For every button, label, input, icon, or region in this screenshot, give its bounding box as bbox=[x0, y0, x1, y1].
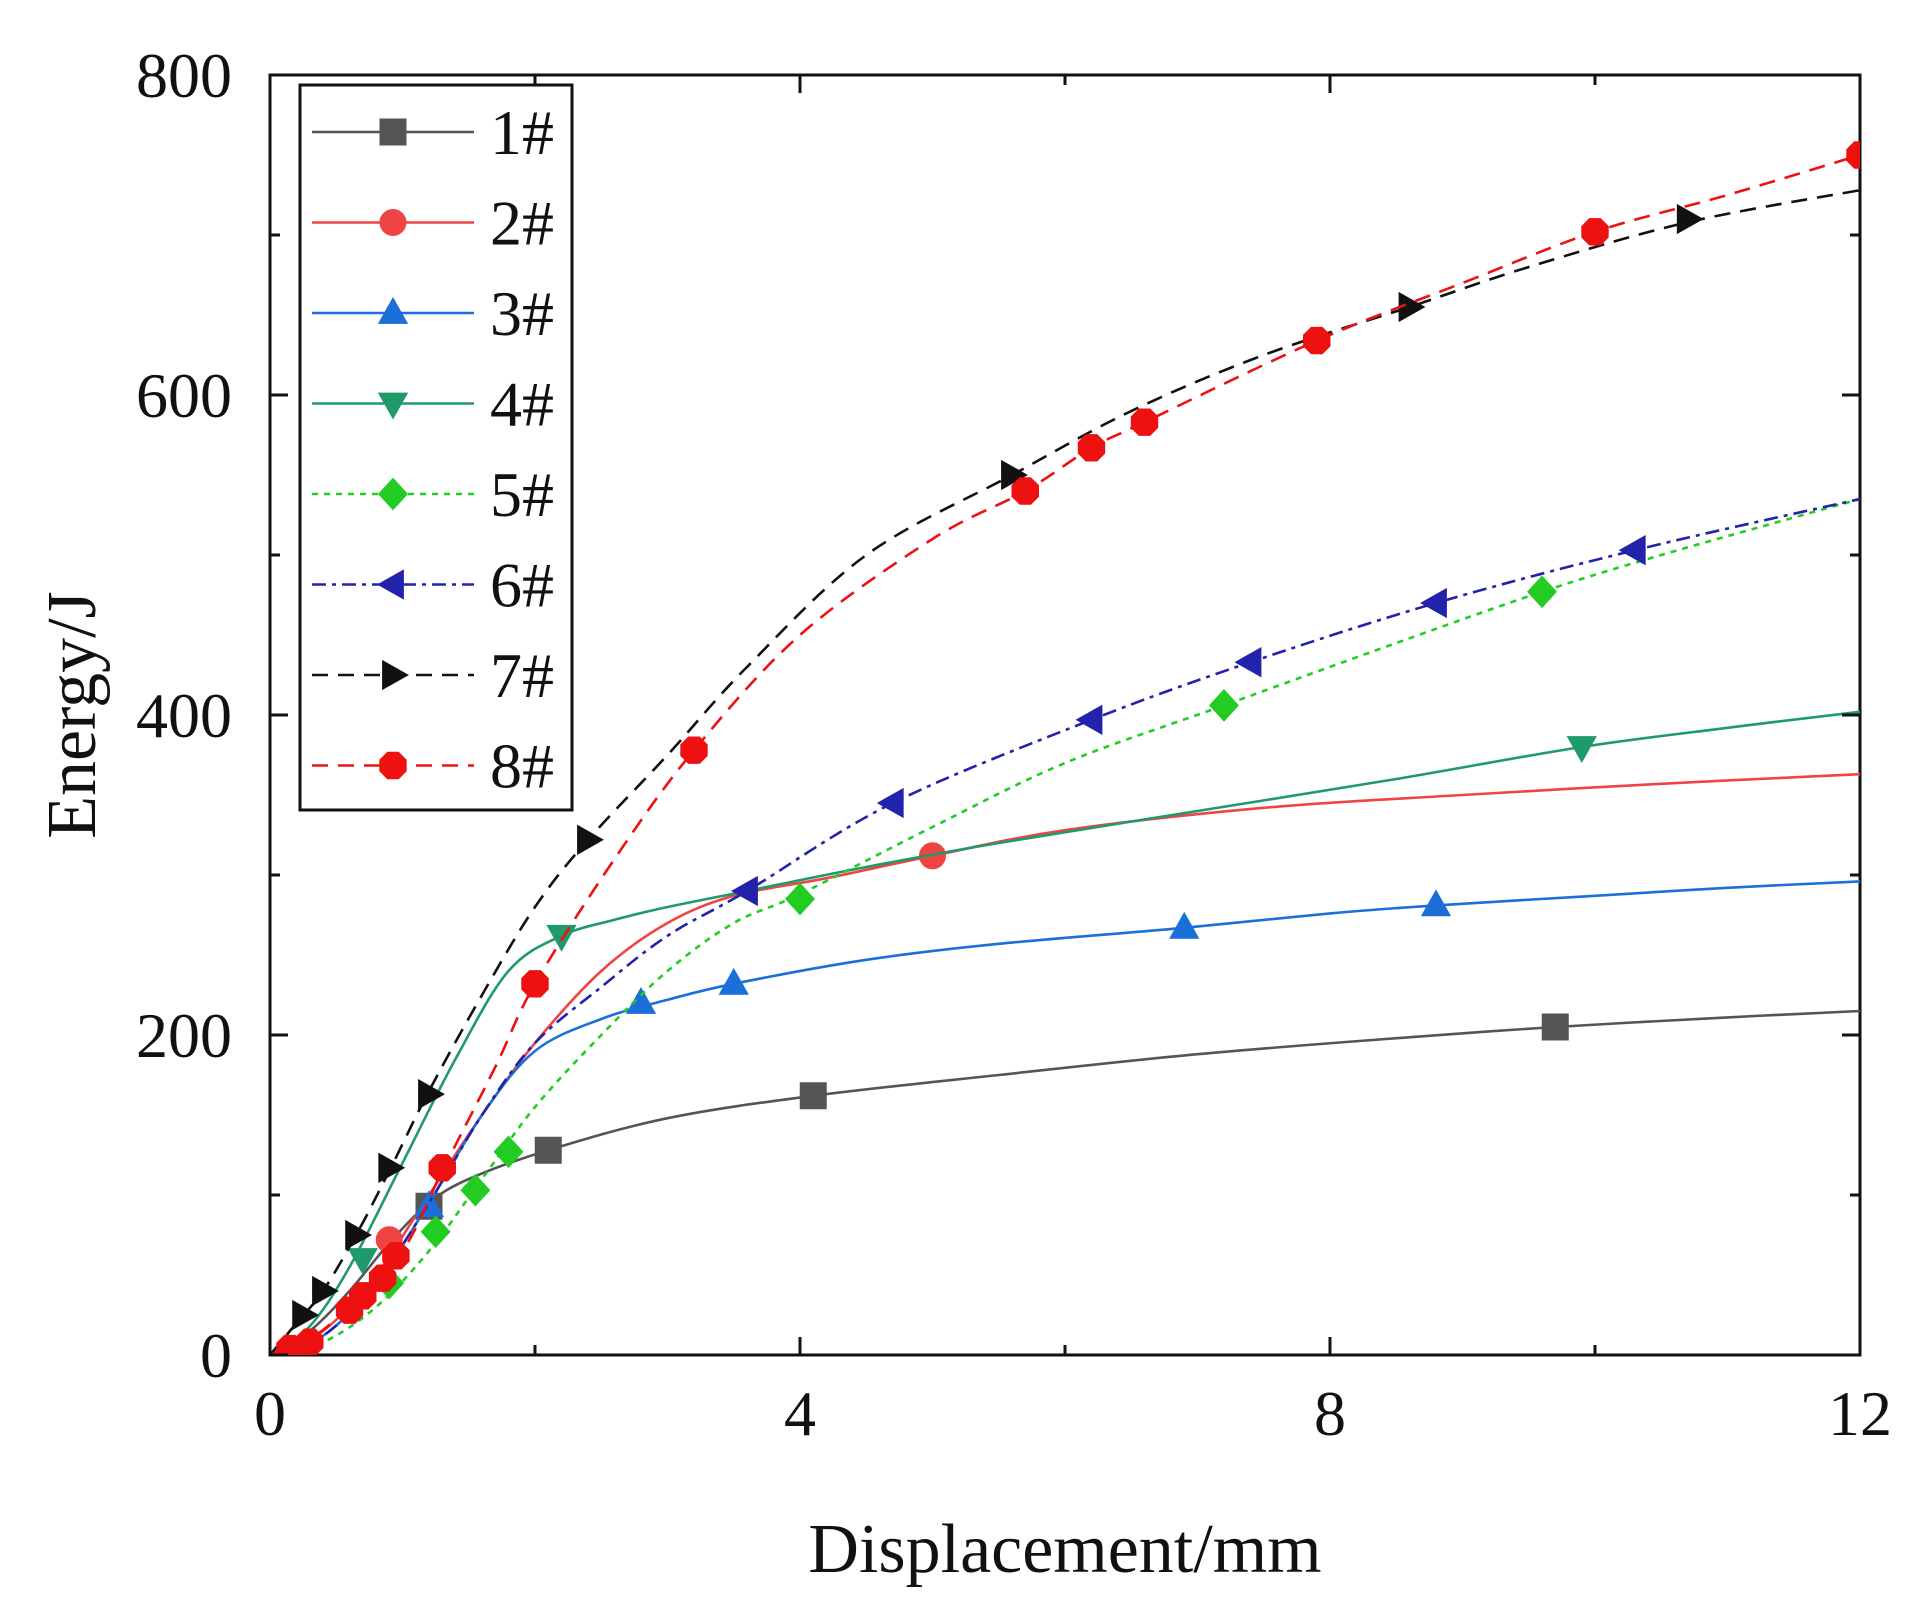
axis-layer: 0 4 8 12 0 200 400 600 800 bbox=[136, 40, 1892, 1449]
series-8-point bbox=[680, 736, 708, 764]
legend-label: 3# bbox=[490, 278, 554, 349]
legend-item-2: 2# bbox=[312, 188, 554, 259]
y-tick-label: 800 bbox=[136, 40, 232, 111]
series-1-line bbox=[270, 1009, 1860, 1355]
series-8-point bbox=[1303, 326, 1331, 355]
series-8-point bbox=[428, 1154, 456, 1182]
series-5-line bbox=[270, 497, 1860, 1355]
legend-marker bbox=[377, 297, 409, 324]
series-1-point bbox=[534, 1136, 562, 1164]
legend-item-5: 5# bbox=[312, 459, 554, 530]
series-layer bbox=[270, 141, 1860, 1355]
series-7-point bbox=[378, 1152, 406, 1183]
legend-items: 1# 2# 3# 4# 5# 6# 7# 8# bbox=[312, 97, 554, 802]
series-4-point bbox=[1566, 736, 1597, 763]
series-1-point bbox=[1541, 1013, 1569, 1041]
y-tick-label: 200 bbox=[136, 1000, 232, 1071]
series-1-point bbox=[799, 1082, 827, 1110]
series-7-point bbox=[345, 1219, 373, 1251]
plot-area: 0 4 8 12 0 200 400 600 800 bbox=[136, 40, 1892, 1449]
series-6-point bbox=[1420, 587, 1447, 619]
series-3-point bbox=[413, 1190, 445, 1218]
series-2-line bbox=[270, 772, 1860, 1355]
x-tick-label: 4 bbox=[784, 1378, 816, 1449]
series-7-point bbox=[1001, 459, 1028, 491]
series-5-point bbox=[1209, 689, 1239, 722]
legend-item-8: 8# bbox=[312, 731, 554, 802]
series-8-point bbox=[521, 970, 549, 998]
x-tick-label: 12 bbox=[1828, 1378, 1892, 1449]
series-5-point bbox=[785, 882, 815, 916]
series-3-point bbox=[718, 967, 749, 995]
x-tick-label: 8 bbox=[1314, 1378, 1346, 1449]
legend-item-1: 1# bbox=[312, 97, 554, 168]
legend: 1# 2# 3# 4# 5# 6# 7# 8# bbox=[298, 83, 574, 812]
series-8-point bbox=[1011, 477, 1039, 505]
legend-marker bbox=[379, 118, 407, 146]
legend-label: 4# bbox=[490, 369, 554, 440]
legend-marker bbox=[379, 751, 407, 780]
legend-box bbox=[298, 83, 574, 812]
legend-marker bbox=[379, 209, 407, 236]
series-8-point bbox=[1581, 218, 1609, 246]
series-8-point bbox=[368, 1264, 397, 1292]
series-4-point bbox=[347, 1248, 378, 1275]
series-6-point bbox=[1075, 704, 1103, 735]
legend-label: 5# bbox=[490, 459, 554, 530]
series-7-point bbox=[312, 1275, 339, 1307]
series-7 bbox=[270, 188, 1860, 1355]
series-6-point bbox=[731, 875, 758, 907]
series-8-point bbox=[1130, 408, 1159, 436]
series-6-point bbox=[1234, 647, 1262, 678]
legend-marker bbox=[382, 659, 409, 691]
series-6 bbox=[270, 497, 1860, 1355]
series-5-point bbox=[460, 1173, 491, 1207]
series-7-point bbox=[1676, 203, 1704, 235]
series-3 bbox=[270, 880, 1860, 1355]
series-2 bbox=[270, 772, 1860, 1355]
x-axis-title: Displacement/mm bbox=[808, 1511, 1321, 1588]
legend-marker bbox=[377, 569, 404, 600]
legend-label: 7# bbox=[490, 640, 554, 711]
series-8 bbox=[270, 141, 1860, 1355]
series-8-line bbox=[270, 153, 1860, 1355]
series-7-point bbox=[292, 1299, 320, 1331]
series-3-point bbox=[1169, 911, 1200, 939]
series-7-point bbox=[418, 1079, 445, 1110]
legend-label: 2# bbox=[490, 188, 554, 259]
series-8-point bbox=[1846, 141, 1860, 169]
series-8-point bbox=[1077, 434, 1106, 462]
series-7-point bbox=[577, 824, 604, 855]
series-5-point bbox=[420, 1215, 451, 1249]
series-5-point bbox=[493, 1135, 524, 1169]
legend-marker bbox=[378, 477, 408, 511]
x-tick-label: 0 bbox=[254, 1378, 286, 1449]
legend-marker bbox=[377, 392, 409, 420]
y-tick-label: 600 bbox=[136, 360, 232, 431]
legend-item-4: 4# bbox=[312, 369, 554, 440]
legend-item-3: 3# bbox=[312, 278, 554, 349]
series-6-line bbox=[270, 497, 1860, 1355]
series-7-line bbox=[270, 188, 1860, 1355]
legend-item-6: 6# bbox=[312, 550, 554, 621]
series-3-point bbox=[625, 987, 657, 1014]
series-3-line bbox=[270, 880, 1860, 1355]
y-tick-label: 400 bbox=[136, 680, 232, 751]
series-6-point bbox=[876, 787, 904, 819]
legend-item-7: 7# bbox=[312, 640, 554, 711]
legend-label: 6# bbox=[490, 550, 554, 621]
series-8-point bbox=[296, 1328, 324, 1355]
y-tick-label: 0 bbox=[200, 1320, 232, 1391]
y-axis-title: Energy/J bbox=[34, 591, 111, 839]
series-3-point bbox=[1420, 889, 1452, 917]
legend-label: 8# bbox=[490, 731, 554, 802]
series-1 bbox=[270, 1009, 1860, 1355]
series-5-point bbox=[1527, 575, 1557, 609]
series-6-point bbox=[1618, 535, 1646, 566]
series-8-point bbox=[382, 1242, 410, 1270]
legend-label: 1# bbox=[490, 97, 554, 168]
